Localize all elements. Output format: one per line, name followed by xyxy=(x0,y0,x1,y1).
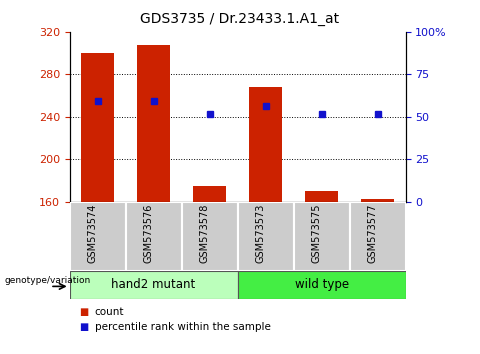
Text: wild type: wild type xyxy=(295,279,348,291)
Bar xyxy=(305,191,338,202)
Text: percentile rank within the sample: percentile rank within the sample xyxy=(95,322,270,332)
Text: ■: ■ xyxy=(79,322,88,332)
Text: GSM573576: GSM573576 xyxy=(144,204,154,263)
Bar xyxy=(126,202,181,271)
Text: GSM573574: GSM573574 xyxy=(87,204,97,263)
Bar xyxy=(81,53,114,202)
Text: count: count xyxy=(95,307,124,316)
Bar xyxy=(349,202,406,271)
Text: GDS3735 / Dr.23433.1.A1_at: GDS3735 / Dr.23433.1.A1_at xyxy=(141,12,339,27)
Bar xyxy=(238,271,406,299)
Bar xyxy=(238,202,294,271)
Bar xyxy=(137,45,170,202)
Text: GSM573577: GSM573577 xyxy=(368,204,378,263)
Bar xyxy=(294,202,349,271)
Bar xyxy=(181,202,238,271)
Text: ■: ■ xyxy=(79,307,88,316)
Text: GSM573573: GSM573573 xyxy=(256,204,265,263)
Bar xyxy=(193,186,227,202)
Text: genotype/variation: genotype/variation xyxy=(5,276,91,285)
Text: GSM573575: GSM573575 xyxy=(312,204,322,263)
Text: hand2 mutant: hand2 mutant xyxy=(111,279,196,291)
Text: GSM573578: GSM573578 xyxy=(200,204,210,263)
Bar xyxy=(361,199,395,202)
Bar xyxy=(249,87,282,202)
Bar xyxy=(70,202,126,271)
Bar xyxy=(70,271,238,299)
